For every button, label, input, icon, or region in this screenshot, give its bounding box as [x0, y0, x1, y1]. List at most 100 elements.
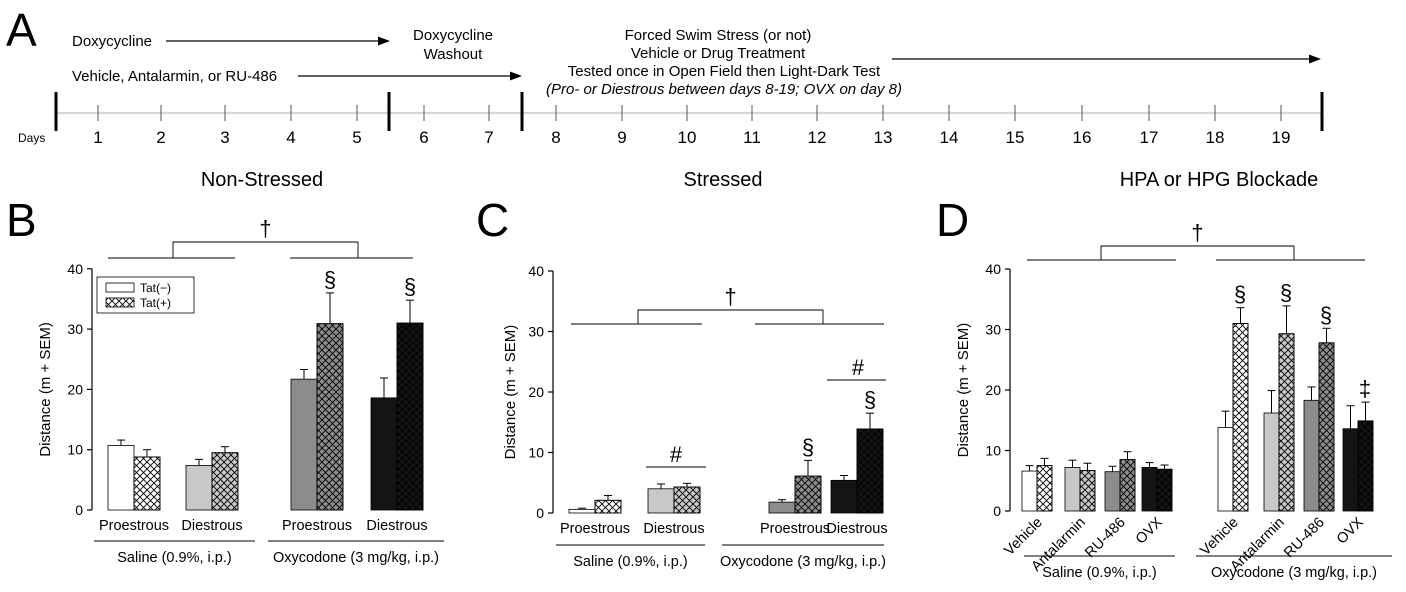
day-number: 6 [419, 128, 428, 147]
vehicle-drugs-label: Vehicle, Antalarmin, or RU-486 [72, 68, 277, 85]
panel-label-b: B [6, 194, 37, 246]
y-axis-label: Distance (m + SEM) [502, 325, 519, 460]
y-axis-label: Distance (m + SEM) [955, 323, 972, 458]
group-label: Saline (0.9%, i.p.) [1042, 565, 1156, 581]
x-category-label: Diestrous [826, 521, 887, 537]
day-number: 8 [551, 128, 560, 147]
bar-hatch [316, 323, 344, 511]
y-tick-label: 40 [67, 261, 83, 277]
x-category-label: Diestrous [181, 518, 242, 534]
x-category-label: Proestrous [760, 521, 830, 537]
x-category-label: RU-486 [1082, 515, 1129, 562]
bar-hatch [1079, 470, 1096, 512]
timeline-panel: A Doxycycline Vehicle, Antalarmin, or RU… [6, 4, 1324, 191]
panel-label-c: C [476, 194, 509, 246]
section-nonstressed: Non-Stressed [201, 169, 323, 191]
group-label: Oxycodone (3 mg/kg, i.p.) [720, 554, 886, 570]
bar-hatch [396, 322, 424, 511]
bar-tat-neg [1141, 467, 1158, 512]
y-tick-label: 0 [993, 503, 1001, 519]
day-number: 17 [1140, 128, 1159, 147]
panel-label-a: A [6, 4, 37, 56]
day-number: 5 [352, 128, 361, 147]
day-number: 2 [156, 128, 165, 147]
day-number: 18 [1206, 128, 1225, 147]
washout-label-line2: Washout [424, 46, 483, 63]
group-label: Oxycodone (3 mg/kg, i.p.) [273, 550, 439, 566]
y-tick-label: 10 [985, 443, 1001, 459]
y-tick-label: 30 [985, 322, 1001, 338]
bar-hatch [1357, 420, 1374, 512]
section-mark: § [1280, 280, 1292, 305]
bar-hatch [1318, 342, 1335, 512]
fss-arrowhead [1309, 54, 1321, 64]
bar-tat-neg [185, 464, 213, 511]
fss-line2: Vehicle or Drug Treatment [631, 45, 806, 62]
dagger-mark: † [724, 284, 736, 309]
x-category-label: OVX [1133, 514, 1166, 547]
x-category-label: Proestrous [560, 521, 630, 537]
legend-swatch-tat-pos [105, 297, 135, 308]
bar-tat-neg [568, 508, 596, 514]
bar-tat-neg [1342, 428, 1359, 512]
doxycycline-label: Doxycycline [72, 33, 152, 50]
day-number: 3 [220, 128, 229, 147]
dagger-mark: † [1191, 220, 1203, 245]
y-tick-label: 40 [528, 263, 544, 279]
bar-hatch [673, 486, 701, 514]
section-mark: § [1234, 282, 1246, 307]
day-number: 4 [286, 128, 295, 147]
legend-label-tat-pos: Tat(+) [140, 296, 171, 310]
day-number: 11 [743, 128, 761, 147]
section-stressed: Stressed [684, 169, 763, 191]
bar-hatch [1232, 323, 1249, 512]
day-number: 9 [617, 128, 626, 147]
section-mark: § [1320, 302, 1332, 327]
fss-line1: Forced Swim Stress (or not) [625, 27, 812, 44]
day-number: 16 [1073, 128, 1092, 147]
y-tick-label: 20 [985, 382, 1001, 398]
bar-hatch [211, 452, 239, 511]
group-label: Saline (0.9%, i.p.) [573, 554, 687, 570]
timeline-days: 1 2 3 4 5 6 7 8 9 10 11 12 13 14 15 16 17 18 19 [93, 105, 1290, 147]
x-category-label: Diestrous [366, 518, 427, 534]
bracket-connector [1100, 245, 1295, 260]
section-mark: § [802, 434, 814, 459]
washout-label-line1: Doxycycline [413, 27, 493, 44]
dagger-mark: † [259, 216, 271, 241]
y-tick-label: 40 [985, 261, 1001, 277]
bar-tat-neg [290, 378, 318, 511]
section-mark: § [404, 274, 416, 299]
day-number: 12 [808, 128, 827, 147]
section-blockade: HPA or HPG Blockade [1120, 169, 1319, 191]
x-category-label: Diestrous [643, 521, 704, 537]
fss-line4: (Pro- or Diestrous between days 8-19; OV… [546, 81, 902, 98]
y-tick-label: 30 [528, 324, 544, 340]
x-category-label: Proestrous [99, 518, 169, 534]
bar-tat-neg [647, 488, 675, 514]
panel-b: B 0 10 20 30 40 Distance (m + SEM) Proestrous D… [6, 194, 444, 566]
day-number: 1 [93, 128, 102, 147]
y-axis-label: Distance (m + SEM) [37, 322, 54, 457]
x-category-label: OVX [1334, 514, 1367, 547]
group-label: Saline (0.9%, i.p.) [117, 550, 231, 566]
hash-mark: # [852, 355, 865, 380]
doxycycline-arrowhead [378, 36, 390, 46]
bar-hatch [1156, 468, 1173, 512]
y-tick-label: 20 [528, 384, 544, 400]
y-tick-label: 10 [528, 445, 544, 461]
bar-tat-neg [830, 479, 858, 514]
x-category-label: Proestrous [282, 518, 352, 534]
bar-hatch [856, 428, 884, 514]
day-number: 14 [940, 128, 959, 147]
bar-tat-neg [1064, 467, 1081, 512]
x-category-label: RU-486 [1281, 515, 1328, 562]
bracket-connector [172, 241, 359, 258]
bar-hatch [1036, 465, 1053, 512]
section-mark: § [864, 387, 876, 412]
fss-line3: Tested once in Open Field then Light-Dar… [568, 63, 881, 80]
hash-mark: # [670, 442, 683, 467]
day-number: 10 [678, 128, 697, 147]
